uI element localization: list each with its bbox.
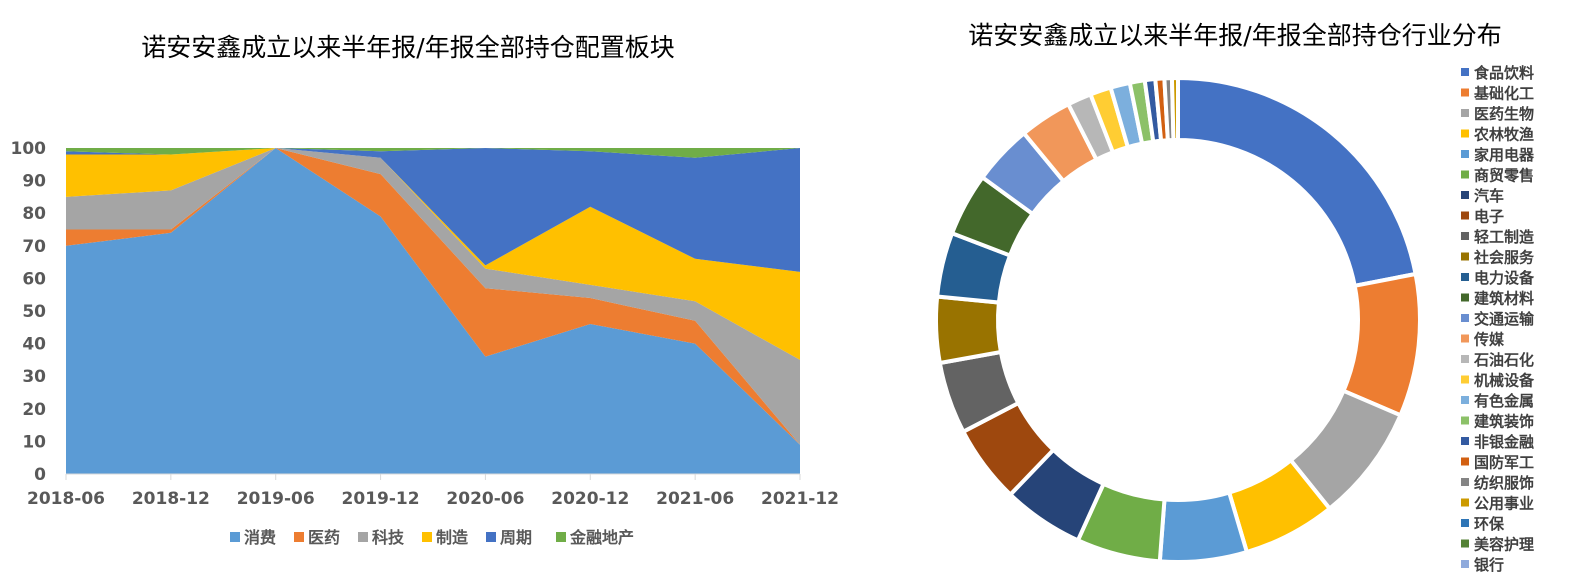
legend-label: 电力设备: [1474, 269, 1535, 287]
area-series-4: [66, 148, 800, 272]
x-tick-label: 2021-06: [656, 489, 734, 509]
legend-swatch: [1461, 252, 1469, 261]
legend-swatch: [230, 532, 240, 542]
legend-label: 基础化工: [1473, 85, 1534, 103]
area-series-5: [66, 148, 800, 158]
legend-swatch: [1461, 519, 1469, 527]
area-series-3: [66, 148, 800, 360]
y-tick-label: 70: [22, 237, 46, 257]
x-tick-label: 2019-06: [237, 489, 315, 509]
y-tick-label: 100: [11, 139, 47, 159]
legend-swatch: [1461, 88, 1469, 97]
y-tick-label: 0: [34, 465, 46, 485]
area-chart-plot: [66, 148, 800, 475]
x-tick-label: 2018-06: [27, 489, 105, 509]
x-tick-label: 2020-06: [446, 489, 524, 509]
legend-swatch: [1461, 375, 1469, 384]
legend-swatch: [1461, 355, 1469, 363]
area-chart-title: 诺安安鑫成立以来半年报/年报全部持仓配置板块: [141, 33, 674, 62]
legend-label: 消费: [244, 528, 276, 547]
legend-swatch: [1461, 478, 1469, 486]
donut-slice-4: [1157, 490, 1250, 564]
y-tick-label: 50: [22, 302, 46, 322]
legend-label: 制造: [436, 528, 469, 547]
x-tick-label: 2020-12: [551, 489, 629, 509]
legend-label: 环保: [1474, 515, 1505, 533]
legend-swatch: [1461, 293, 1469, 302]
area-chart-legend: 消费 医药 科技 制造 周期 金融地产: [230, 528, 634, 547]
legend-label: 交通运输: [1474, 310, 1535, 328]
donut-chart-legend: 食品饮料基础化工医药生物农林牧渔家用电器商贸零售汽车电子轻工制造社会服务电力设备…: [1461, 64, 1535, 574]
legend-label: 周期: [500, 528, 532, 547]
legend-label: 汽车: [1474, 187, 1504, 205]
y-tick-label: 30: [22, 367, 46, 387]
y-tick-label: 10: [22, 432, 46, 452]
legend-label: 石油石化: [1473, 351, 1534, 369]
legend-label: 非银金融: [1474, 433, 1534, 451]
legend-label: 机械设备: [1474, 372, 1535, 390]
legend-swatch: [1461, 314, 1469, 322]
legend-swatch: [1461, 109, 1469, 117]
legend-label: 家用电器: [1474, 146, 1535, 164]
legend-swatch: [1461, 273, 1469, 281]
legend-label: 电子: [1474, 208, 1504, 226]
legend-label: 国防军工: [1474, 454, 1534, 472]
donut-chart-title: 诺安安鑫成立以来半年报/年报全部持仓行业分布: [968, 21, 1501, 50]
legend-label: 医药: [308, 528, 340, 547]
legend-swatch: [1461, 129, 1469, 138]
legend-label: 银行: [1474, 556, 1504, 574]
area-chart-y-axis: 0 10 20 30 40 50 60 70 80 90 100: [11, 139, 47, 485]
legend-label: 公用事业: [1474, 495, 1534, 513]
donut-slice-0: [1176, 75, 1418, 289]
legend-label: 有色金属: [1474, 392, 1534, 410]
y-tick-label: 80: [22, 204, 46, 224]
legend-label: 医药生物: [1474, 105, 1534, 123]
legend-label: 纺织服饰: [1474, 474, 1534, 492]
donut-slice-21: [1169, 75, 1180, 143]
area-chart-x-axis: 2018-06 2018-12 2019-06 2019-12 2020-06 2020-…: [27, 474, 839, 509]
legend-swatch: [1461, 232, 1469, 240]
legend-swatch: [358, 532, 368, 542]
legend-swatch: [556, 532, 566, 542]
legend-swatch: [1461, 457, 1469, 466]
donut-slice-9: [934, 294, 1004, 366]
legend-label: 商贸零售: [1474, 167, 1534, 185]
legend-label: 社会服务: [1473, 249, 1535, 267]
legend-swatch: [1461, 334, 1469, 343]
legend-swatch: [1461, 68, 1469, 76]
legend-swatch: [1461, 416, 1469, 425]
y-tick-label: 20: [22, 400, 46, 420]
donut-chart-plot: [934, 75, 1422, 564]
legend-swatch: [1461, 539, 1469, 548]
legend-label: 金融地产: [569, 528, 634, 547]
legend-swatch: [422, 532, 432, 542]
legend-label: 科技: [372, 528, 405, 547]
legend-label: 轻工制造: [1474, 228, 1534, 246]
area-series-0: [66, 148, 800, 474]
legend-label: 传媒: [1473, 331, 1505, 349]
legend-label: 建筑装饰: [1474, 413, 1534, 431]
legend-label: 建筑材料: [1474, 290, 1534, 308]
legend-label: 农林牧渔: [1473, 126, 1534, 144]
y-tick-label: 90: [22, 172, 46, 192]
legend-swatch: [1461, 191, 1469, 199]
legend-swatch: [486, 532, 496, 542]
x-tick-label: 2019-12: [342, 489, 420, 509]
legend-swatch: [1461, 560, 1469, 568]
legend-swatch: [1461, 170, 1469, 179]
legend-label: 美容护理: [1474, 536, 1534, 554]
y-tick-label: 40: [22, 335, 46, 355]
legend-label: 食品饮料: [1474, 64, 1534, 82]
y-tick-label: 60: [22, 269, 46, 289]
area-series-2: [66, 148, 800, 445]
legend-swatch: [1461, 150, 1469, 158]
legend-swatch: [1461, 396, 1469, 404]
legend-swatch: [1461, 211, 1469, 220]
legend-swatch: [1461, 498, 1469, 507]
legend-swatch: [1461, 437, 1469, 445]
x-tick-label: 2018-12: [132, 489, 210, 509]
legend-swatch: [294, 532, 304, 542]
x-tick-label: 2021-12: [761, 489, 839, 509]
